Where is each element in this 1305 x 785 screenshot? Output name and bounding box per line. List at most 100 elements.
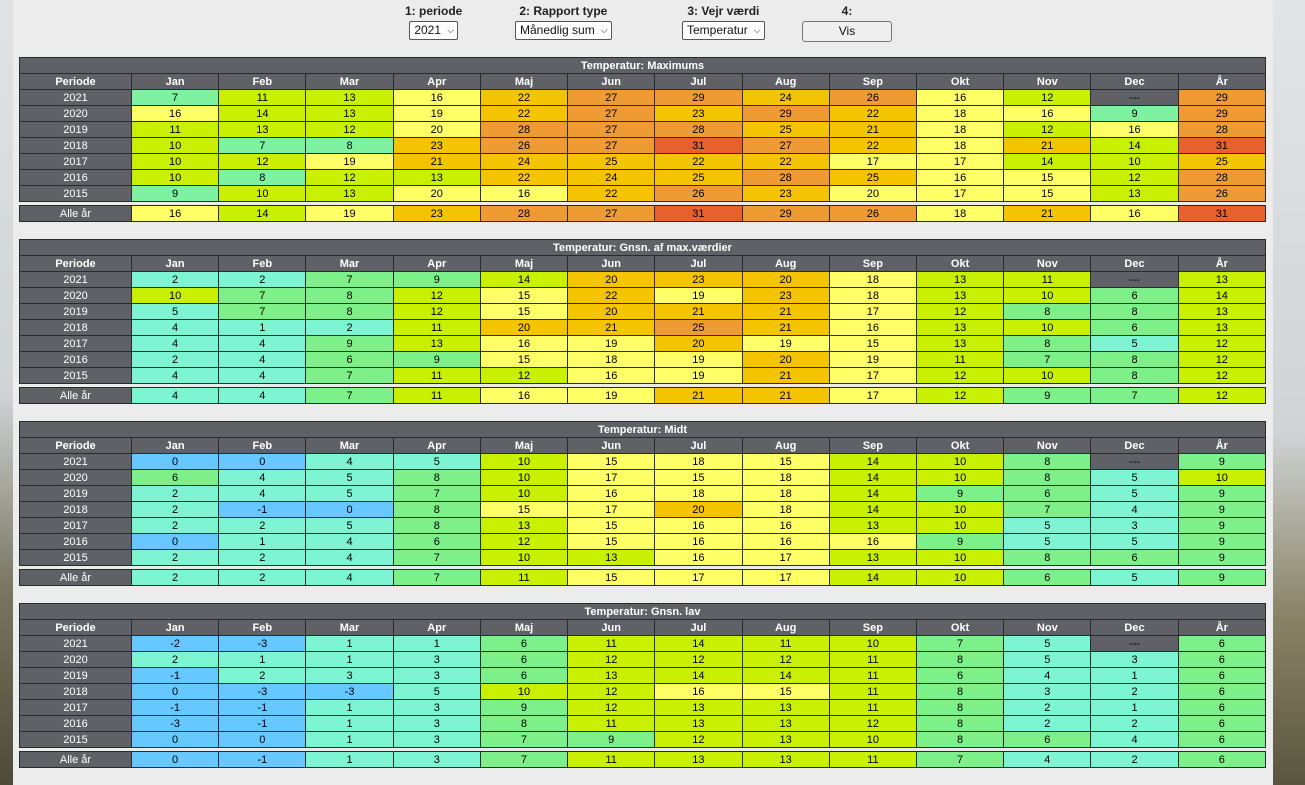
value-cell: 23 bbox=[392, 137, 481, 154]
value-cell: 6 bbox=[1177, 751, 1267, 768]
value-cell: 14 bbox=[828, 485, 917, 502]
month-header: Dec bbox=[1090, 73, 1179, 90]
value-cell: 2 bbox=[218, 517, 307, 534]
table-row: 2017 4 4 9 13 16 19 20 19 15 13 8 5 12 bbox=[19, 335, 1267, 352]
value-cell: 12 bbox=[567, 651, 656, 668]
table-row: 2016 -3 -1 1 3 8 11 13 13 12 8 2 2 6 bbox=[19, 715, 1267, 732]
periode-header: Periode bbox=[19, 619, 132, 636]
value-cell: 6 bbox=[1003, 731, 1092, 748]
all-years-row: Alle år 2 2 4 7 11 15 17 17 14 10 6 5 9 bbox=[19, 569, 1267, 586]
month-header: Jul bbox=[654, 255, 743, 272]
value-cell: 19 bbox=[567, 387, 656, 404]
periode-select[interactable]: 2021 ⌵ bbox=[409, 21, 459, 40]
year-label: 2020 bbox=[19, 469, 132, 486]
value-cell: 10 bbox=[1090, 153, 1179, 170]
month-header: Mar bbox=[305, 619, 394, 636]
periode-header: Periode bbox=[19, 255, 132, 272]
value-cell: 15 bbox=[654, 469, 743, 486]
table-row: 2019 -1 2 3 3 6 13 14 14 11 6 4 1 6 bbox=[19, 667, 1267, 684]
value-cell: 2 bbox=[218, 549, 307, 566]
table-row: 2015 9 10 13 20 16 22 26 23 20 17 15 13 26 bbox=[19, 185, 1267, 202]
value-cell: 5 bbox=[305, 485, 394, 502]
value-cell: 8 bbox=[1003, 303, 1092, 320]
value-cell: 10 bbox=[828, 731, 917, 748]
value-cell: 7 bbox=[1003, 351, 1092, 368]
value-cell: 2 bbox=[218, 667, 307, 684]
vejr-select[interactable]: Temperatur ⌵ bbox=[682, 21, 765, 40]
year-label: 2016 bbox=[19, 351, 132, 368]
value-cell: 5 bbox=[305, 469, 394, 486]
month-header: Dec bbox=[1090, 619, 1179, 636]
value-cell: 8 bbox=[1003, 549, 1092, 566]
value-cell: 13 bbox=[915, 271, 1005, 288]
value-cell: 15 bbox=[567, 517, 656, 534]
value-cell: 12 bbox=[1177, 351, 1267, 368]
value-cell: 12 bbox=[479, 533, 569, 550]
table-row: 2018 10 7 8 23 26 27 31 27 22 18 21 14 31 bbox=[19, 137, 1267, 154]
value-cell: 7 bbox=[915, 751, 1005, 768]
value-cell: 13 bbox=[741, 715, 830, 732]
value-cell: 29 bbox=[741, 105, 830, 122]
value-cell: 11 bbox=[392, 319, 481, 336]
month-header: År bbox=[1177, 73, 1267, 90]
table-row: 2017 2 2 5 8 13 15 16 16 13 10 5 3 9 bbox=[19, 517, 1267, 534]
value-cell: --- bbox=[1090, 453, 1179, 470]
value-cell: 15 bbox=[741, 453, 830, 470]
value-cell: 15 bbox=[479, 501, 569, 518]
value-cell: 12 bbox=[915, 303, 1005, 320]
value-cell: 10 bbox=[218, 185, 307, 202]
value-cell: 12 bbox=[392, 303, 481, 320]
month-header: Mar bbox=[305, 73, 394, 90]
value-cell: 6 bbox=[1177, 635, 1267, 652]
value-cell: 20 bbox=[654, 501, 743, 518]
year-label: 2021 bbox=[19, 635, 132, 652]
chevron-down-icon: ⌵ bbox=[600, 25, 608, 35]
value-cell: 8 bbox=[915, 651, 1005, 668]
value-cell: 10 bbox=[130, 153, 220, 170]
month-header: Feb bbox=[218, 255, 307, 272]
rapport-select[interactable]: Månedlig sum ⌵ bbox=[515, 21, 612, 40]
value-cell: 16 bbox=[654, 533, 743, 550]
value-cell: 24 bbox=[479, 153, 569, 170]
value-cell: -1 bbox=[218, 715, 307, 732]
value-cell: 15 bbox=[828, 335, 917, 352]
value-cell: 7 bbox=[218, 303, 307, 320]
table-row: 2018 2 -1 0 8 15 17 20 18 14 10 7 4 9 bbox=[19, 501, 1267, 518]
value-cell: 26 bbox=[828, 205, 917, 222]
value-cell: 3 bbox=[392, 667, 481, 684]
value-cell: 22 bbox=[479, 105, 569, 122]
value-cell: 9 bbox=[305, 335, 394, 352]
value-cell: 13 bbox=[654, 699, 743, 716]
value-cell: 16 bbox=[741, 517, 830, 534]
value-cell: 7 bbox=[479, 751, 569, 768]
year-label: 2019 bbox=[19, 121, 132, 138]
value-cell: 16 bbox=[654, 683, 743, 700]
value-cell: 3 bbox=[392, 651, 481, 668]
value-cell: 12 bbox=[479, 367, 569, 384]
table-title: Temperatur: Gnsn. af max.værdier bbox=[19, 239, 1266, 256]
value-cell: 2 bbox=[1003, 699, 1092, 716]
value-cell: 8 bbox=[915, 715, 1005, 732]
value-cell: 18 bbox=[741, 469, 830, 486]
year-label: 2017 bbox=[19, 335, 132, 352]
value-cell: 21 bbox=[654, 387, 743, 404]
value-cell: 4 bbox=[130, 367, 220, 384]
table-title: Temperatur: Gnsn. lav bbox=[19, 603, 1266, 620]
value-cell: 11 bbox=[218, 89, 307, 106]
table-row: 2015 0 0 1 3 7 9 12 13 10 8 6 4 6 bbox=[19, 731, 1267, 748]
vis-button[interactable]: Vis bbox=[802, 21, 892, 42]
value-cell: 25 bbox=[654, 169, 743, 186]
value-cell: 2 bbox=[218, 271, 307, 288]
periode-control: 1: periode 2021 ⌵ bbox=[405, 4, 462, 40]
value-cell: 14 bbox=[828, 569, 917, 586]
value-cell: 7 bbox=[305, 387, 394, 404]
value-cell: 1 bbox=[218, 319, 307, 336]
value-cell: 10 bbox=[915, 469, 1005, 486]
temperature-table: Temperatur: Gnsn. lav Periode Jan Feb Mar Apr… bbox=[19, 603, 1267, 768]
value-cell: 4 bbox=[218, 351, 307, 368]
year-label: 2017 bbox=[19, 517, 132, 534]
value-cell: 4 bbox=[305, 569, 394, 586]
table-row: 2021 -2 -3 1 1 6 11 14 11 10 7 5 --- 6 bbox=[19, 635, 1267, 652]
all-years-label: Alle år bbox=[19, 387, 132, 404]
value-cell: 10 bbox=[479, 469, 569, 486]
